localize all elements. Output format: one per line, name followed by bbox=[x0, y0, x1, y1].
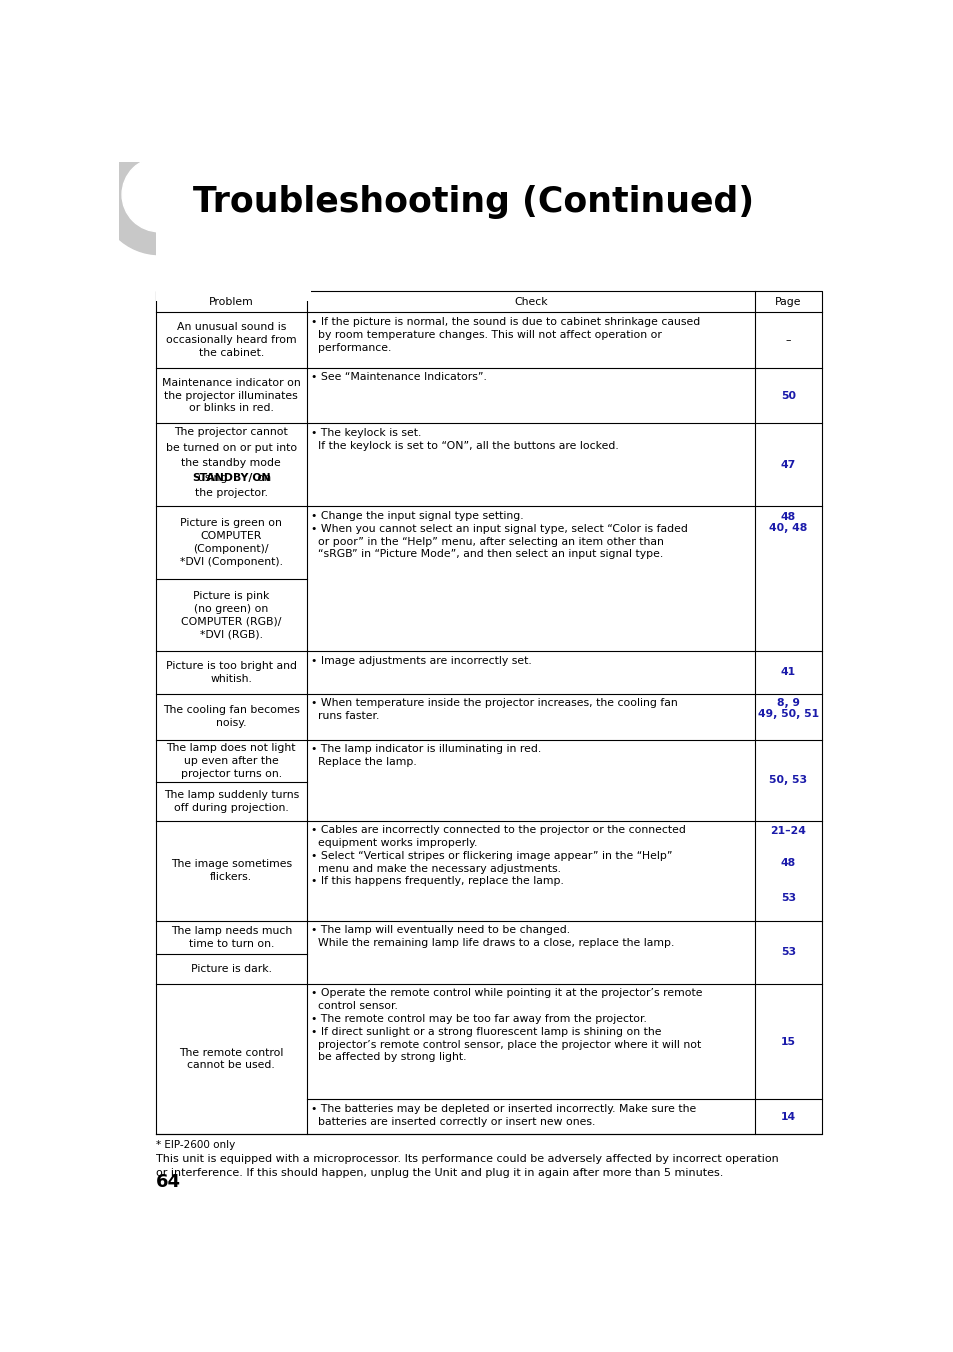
Circle shape bbox=[122, 157, 197, 231]
Circle shape bbox=[99, 134, 220, 254]
Text: Troubleshooting (Continued): Troubleshooting (Continued) bbox=[193, 185, 753, 219]
Text: • The lamp will eventually need to be changed.
  While the remaining lamp life d: • The lamp will eventually need to be ch… bbox=[311, 925, 674, 948]
Text: Picture is too bright and
whitish.: Picture is too bright and whitish. bbox=[166, 661, 296, 684]
Text: • The lamp indicator is illuminating in red.
  Replace the lamp.: • The lamp indicator is illuminating in … bbox=[311, 745, 541, 767]
Text: 15: 15 bbox=[781, 1037, 795, 1046]
Text: • The keylock is set.
  If the keylock is set to “ON”, all the buttons are locke: • The keylock is set. If the keylock is … bbox=[311, 427, 618, 450]
Text: the projector.: the projector. bbox=[194, 488, 268, 498]
Text: 53: 53 bbox=[781, 892, 795, 903]
Text: • If the picture is normal, the sound is due to cabinet shrinkage caused
  by ro: • If the picture is normal, the sound is… bbox=[311, 316, 700, 353]
Text: The cooling fan becomes
noisy.: The cooling fan becomes noisy. bbox=[163, 706, 299, 727]
Text: The lamp does not light
up even after the
projector turns on.: The lamp does not light up even after th… bbox=[167, 744, 295, 779]
Text: be turned on or put into: be turned on or put into bbox=[166, 442, 296, 453]
Text: 21–24: 21–24 bbox=[770, 826, 805, 836]
Text: • Operate the remote control while pointing it at the projector’s remote
  contr: • Operate the remote control while point… bbox=[311, 988, 702, 1063]
Text: Picture is pink
(no green) on
COMPUTER (RGB)/
*DVI (RGB).: Picture is pink (no green) on COMPUTER (… bbox=[181, 591, 281, 639]
Text: • Cables are incorrectly connected to the projector or the connected
  equipment: • Cables are incorrectly connected to th… bbox=[311, 825, 685, 887]
Text: • See “Maintenance Indicators”.: • See “Maintenance Indicators”. bbox=[311, 372, 487, 383]
Text: 50, 53: 50, 53 bbox=[768, 775, 806, 786]
Text: Problem: Problem bbox=[209, 296, 253, 307]
Text: 48: 48 bbox=[781, 859, 795, 868]
Text: 41: 41 bbox=[781, 668, 795, 677]
Text: * EIP-2600 only: * EIP-2600 only bbox=[155, 1140, 234, 1151]
Text: on: on bbox=[254, 473, 272, 483]
Text: This unit is equipped with a microprocessor. Its performance could be adversely : This unit is equipped with a microproces… bbox=[155, 1155, 778, 1178]
Text: • The batteries may be depleted or inserted incorrectly. Make sure the
  batteri: • The batteries may be depleted or inser… bbox=[311, 1105, 696, 1126]
Text: The remote control
cannot be used.: The remote control cannot be used. bbox=[179, 1048, 283, 1071]
Text: 40, 48: 40, 48 bbox=[768, 523, 807, 534]
Text: 47: 47 bbox=[780, 460, 795, 470]
Text: the standby mode: the standby mode bbox=[181, 458, 281, 468]
Text: –: – bbox=[785, 335, 790, 345]
Text: Picture is dark.: Picture is dark. bbox=[191, 964, 272, 973]
Text: The lamp suddenly turns
off during projection.: The lamp suddenly turns off during proje… bbox=[164, 790, 298, 813]
Text: An unusual sound is
occasionally heard from
the cabinet.: An unusual sound is occasionally heard f… bbox=[166, 322, 296, 358]
Text: STANDBY/ON: STANDBY/ON bbox=[192, 473, 271, 483]
Text: Picture is green on
COMPUTER
(Component)/
*DVI (Component).: Picture is green on COMPUTER (Component)… bbox=[179, 518, 282, 566]
Text: 14: 14 bbox=[781, 1111, 795, 1122]
Text: using: using bbox=[198, 473, 231, 483]
Text: 48: 48 bbox=[781, 512, 795, 522]
Text: • When temperature inside the projector increases, the cooling fan
  runs faster: • When temperature inside the projector … bbox=[311, 698, 678, 721]
Text: • Change the input signal type setting.
• When you cannot select an input signal: • Change the input signal type setting. … bbox=[311, 511, 688, 560]
Text: The image sometimes
flickers.: The image sometimes flickers. bbox=[171, 860, 292, 882]
Text: 49, 50, 51: 49, 50, 51 bbox=[757, 708, 819, 719]
Text: The lamp needs much
time to turn on.: The lamp needs much time to turn on. bbox=[171, 926, 292, 949]
Text: • Image adjustments are incorrectly set.: • Image adjustments are incorrectly set. bbox=[311, 656, 532, 665]
Text: Check: Check bbox=[514, 296, 547, 307]
Text: 64: 64 bbox=[155, 1172, 180, 1191]
Text: Page: Page bbox=[775, 296, 801, 307]
Text: The projector cannot: The projector cannot bbox=[174, 427, 288, 438]
Text: Maintenance indicator on
the projector illuminates
or blinks in red.: Maintenance indicator on the projector i… bbox=[162, 377, 300, 414]
Text: 50: 50 bbox=[781, 391, 795, 400]
Bar bbox=[183, 104, 337, 258]
Bar bbox=[155, 147, 311, 301]
Text: 8, 9: 8, 9 bbox=[776, 698, 800, 708]
Text: 53: 53 bbox=[781, 948, 795, 957]
